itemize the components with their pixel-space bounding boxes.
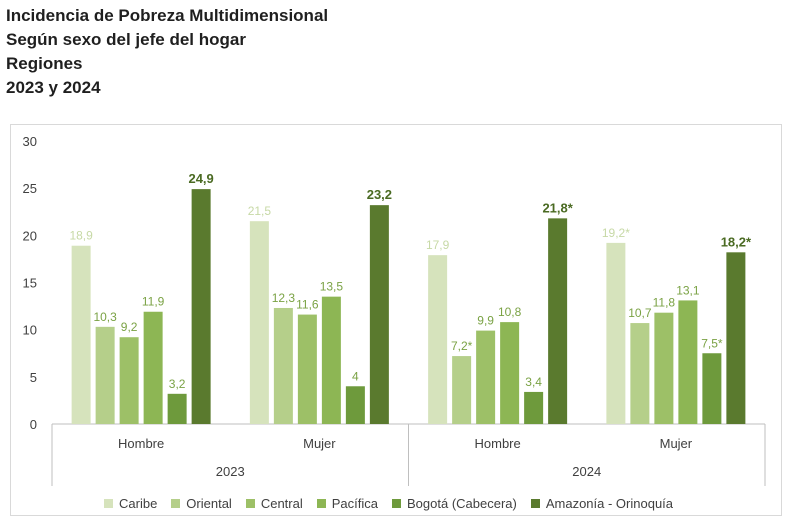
legend-label: Amazonía - Orinoquía xyxy=(545,496,674,511)
bar xyxy=(606,242,626,424)
legend-item: Pacífica xyxy=(316,496,378,511)
bar xyxy=(452,356,472,424)
legend-item: Bogotá (Cabecera) xyxy=(392,496,517,511)
bar xyxy=(345,386,365,424)
data-label: 24,9 xyxy=(188,171,213,186)
data-label: 3,4 xyxy=(525,375,542,389)
legend-item: Amazonía - Orinoquía xyxy=(530,496,674,511)
bar xyxy=(500,322,520,424)
legend-label: Pacífica xyxy=(331,496,378,511)
title-line-2: Según sexo del jefe del hogar xyxy=(6,30,246,49)
data-label: 23,2 xyxy=(367,187,392,202)
data-label: 3,2 xyxy=(169,377,186,391)
bar xyxy=(71,245,91,424)
legend-swatch xyxy=(171,499,181,508)
bar xyxy=(167,393,187,424)
data-label: 10,7 xyxy=(628,306,652,320)
title-line-1: Incidencia de Pobreza Multidimensional xyxy=(6,6,329,25)
legend-swatch xyxy=(245,499,255,508)
year-label: 2024 xyxy=(572,464,601,479)
y-tick-label: 5 xyxy=(30,370,37,385)
legend-label: Bogotá (Cabecera) xyxy=(407,496,517,511)
y-tick-label: 15 xyxy=(23,276,37,291)
legend-swatch xyxy=(392,499,401,508)
bar xyxy=(95,326,115,424)
y-tick-label: 0 xyxy=(30,417,37,432)
legend: Caribe Oriental Central Pacífica Bogotá (Cab… xyxy=(104,496,673,511)
bar xyxy=(249,221,269,424)
data-label: 18,9 xyxy=(69,229,93,243)
legend-swatch xyxy=(104,499,113,508)
data-label: 21,5 xyxy=(248,204,272,218)
data-label: 21,8* xyxy=(542,200,573,215)
category-label: Mujer xyxy=(660,436,693,451)
bar xyxy=(428,255,448,424)
bar xyxy=(476,330,496,424)
bar xyxy=(321,296,341,424)
data-label: 12,3 xyxy=(272,291,296,305)
title-line-3: Regiones xyxy=(6,54,83,73)
data-label: 11,9 xyxy=(142,295,165,309)
data-label: 13,1 xyxy=(676,283,700,297)
legend-item: Oriental xyxy=(171,496,232,511)
data-label: 10,3 xyxy=(93,310,117,324)
bar xyxy=(191,189,211,424)
y-tick-label: 20 xyxy=(23,228,37,243)
bar xyxy=(297,314,317,424)
data-label: 17,9 xyxy=(426,238,450,252)
y-tick-label: 10 xyxy=(23,323,37,338)
data-label: 18,2* xyxy=(721,234,752,249)
legend-label: Oriental xyxy=(186,496,232,511)
bar xyxy=(143,311,163,424)
legend-item: Caribe xyxy=(104,496,157,511)
bar xyxy=(630,323,650,424)
data-label: 4 xyxy=(352,369,359,383)
category-label: Mujer xyxy=(303,436,336,451)
data-label: 11,8 xyxy=(653,296,676,310)
chart-area xyxy=(10,124,782,516)
bar xyxy=(273,307,293,424)
bar xyxy=(524,391,544,424)
y-tick-label: 30 xyxy=(23,134,37,149)
title-line-4: 2023 y 2024 xyxy=(6,78,101,97)
data-label: 10,8 xyxy=(498,305,522,319)
bar xyxy=(726,252,746,424)
legend-swatch xyxy=(530,499,540,508)
year-label: 2023 xyxy=(216,464,245,479)
data-label: 7,5* xyxy=(701,336,723,350)
data-label: 11,6 xyxy=(296,298,319,312)
data-label: 9,9 xyxy=(477,314,494,328)
bar xyxy=(548,218,568,424)
bar xyxy=(654,312,674,424)
bar xyxy=(702,353,722,424)
legend-label: Caribe xyxy=(119,496,158,511)
category-label: Hombre xyxy=(118,436,164,451)
data-label: 19,2* xyxy=(602,226,630,240)
category-label: Hombre xyxy=(475,436,521,451)
bar xyxy=(119,337,139,424)
bar xyxy=(369,205,389,424)
legend-item: Central xyxy=(245,496,303,511)
legend-swatch xyxy=(316,499,326,508)
chart-title: Incidencia de Pobreza Multidimensional S… xyxy=(6,4,328,100)
legend-label: Central xyxy=(260,496,303,511)
bar xyxy=(678,300,698,424)
data-label: 9,2 xyxy=(121,320,138,334)
data-label: 7,2* xyxy=(451,339,473,353)
y-tick-label: 25 xyxy=(23,181,37,196)
data-label: 13,5 xyxy=(320,280,344,294)
